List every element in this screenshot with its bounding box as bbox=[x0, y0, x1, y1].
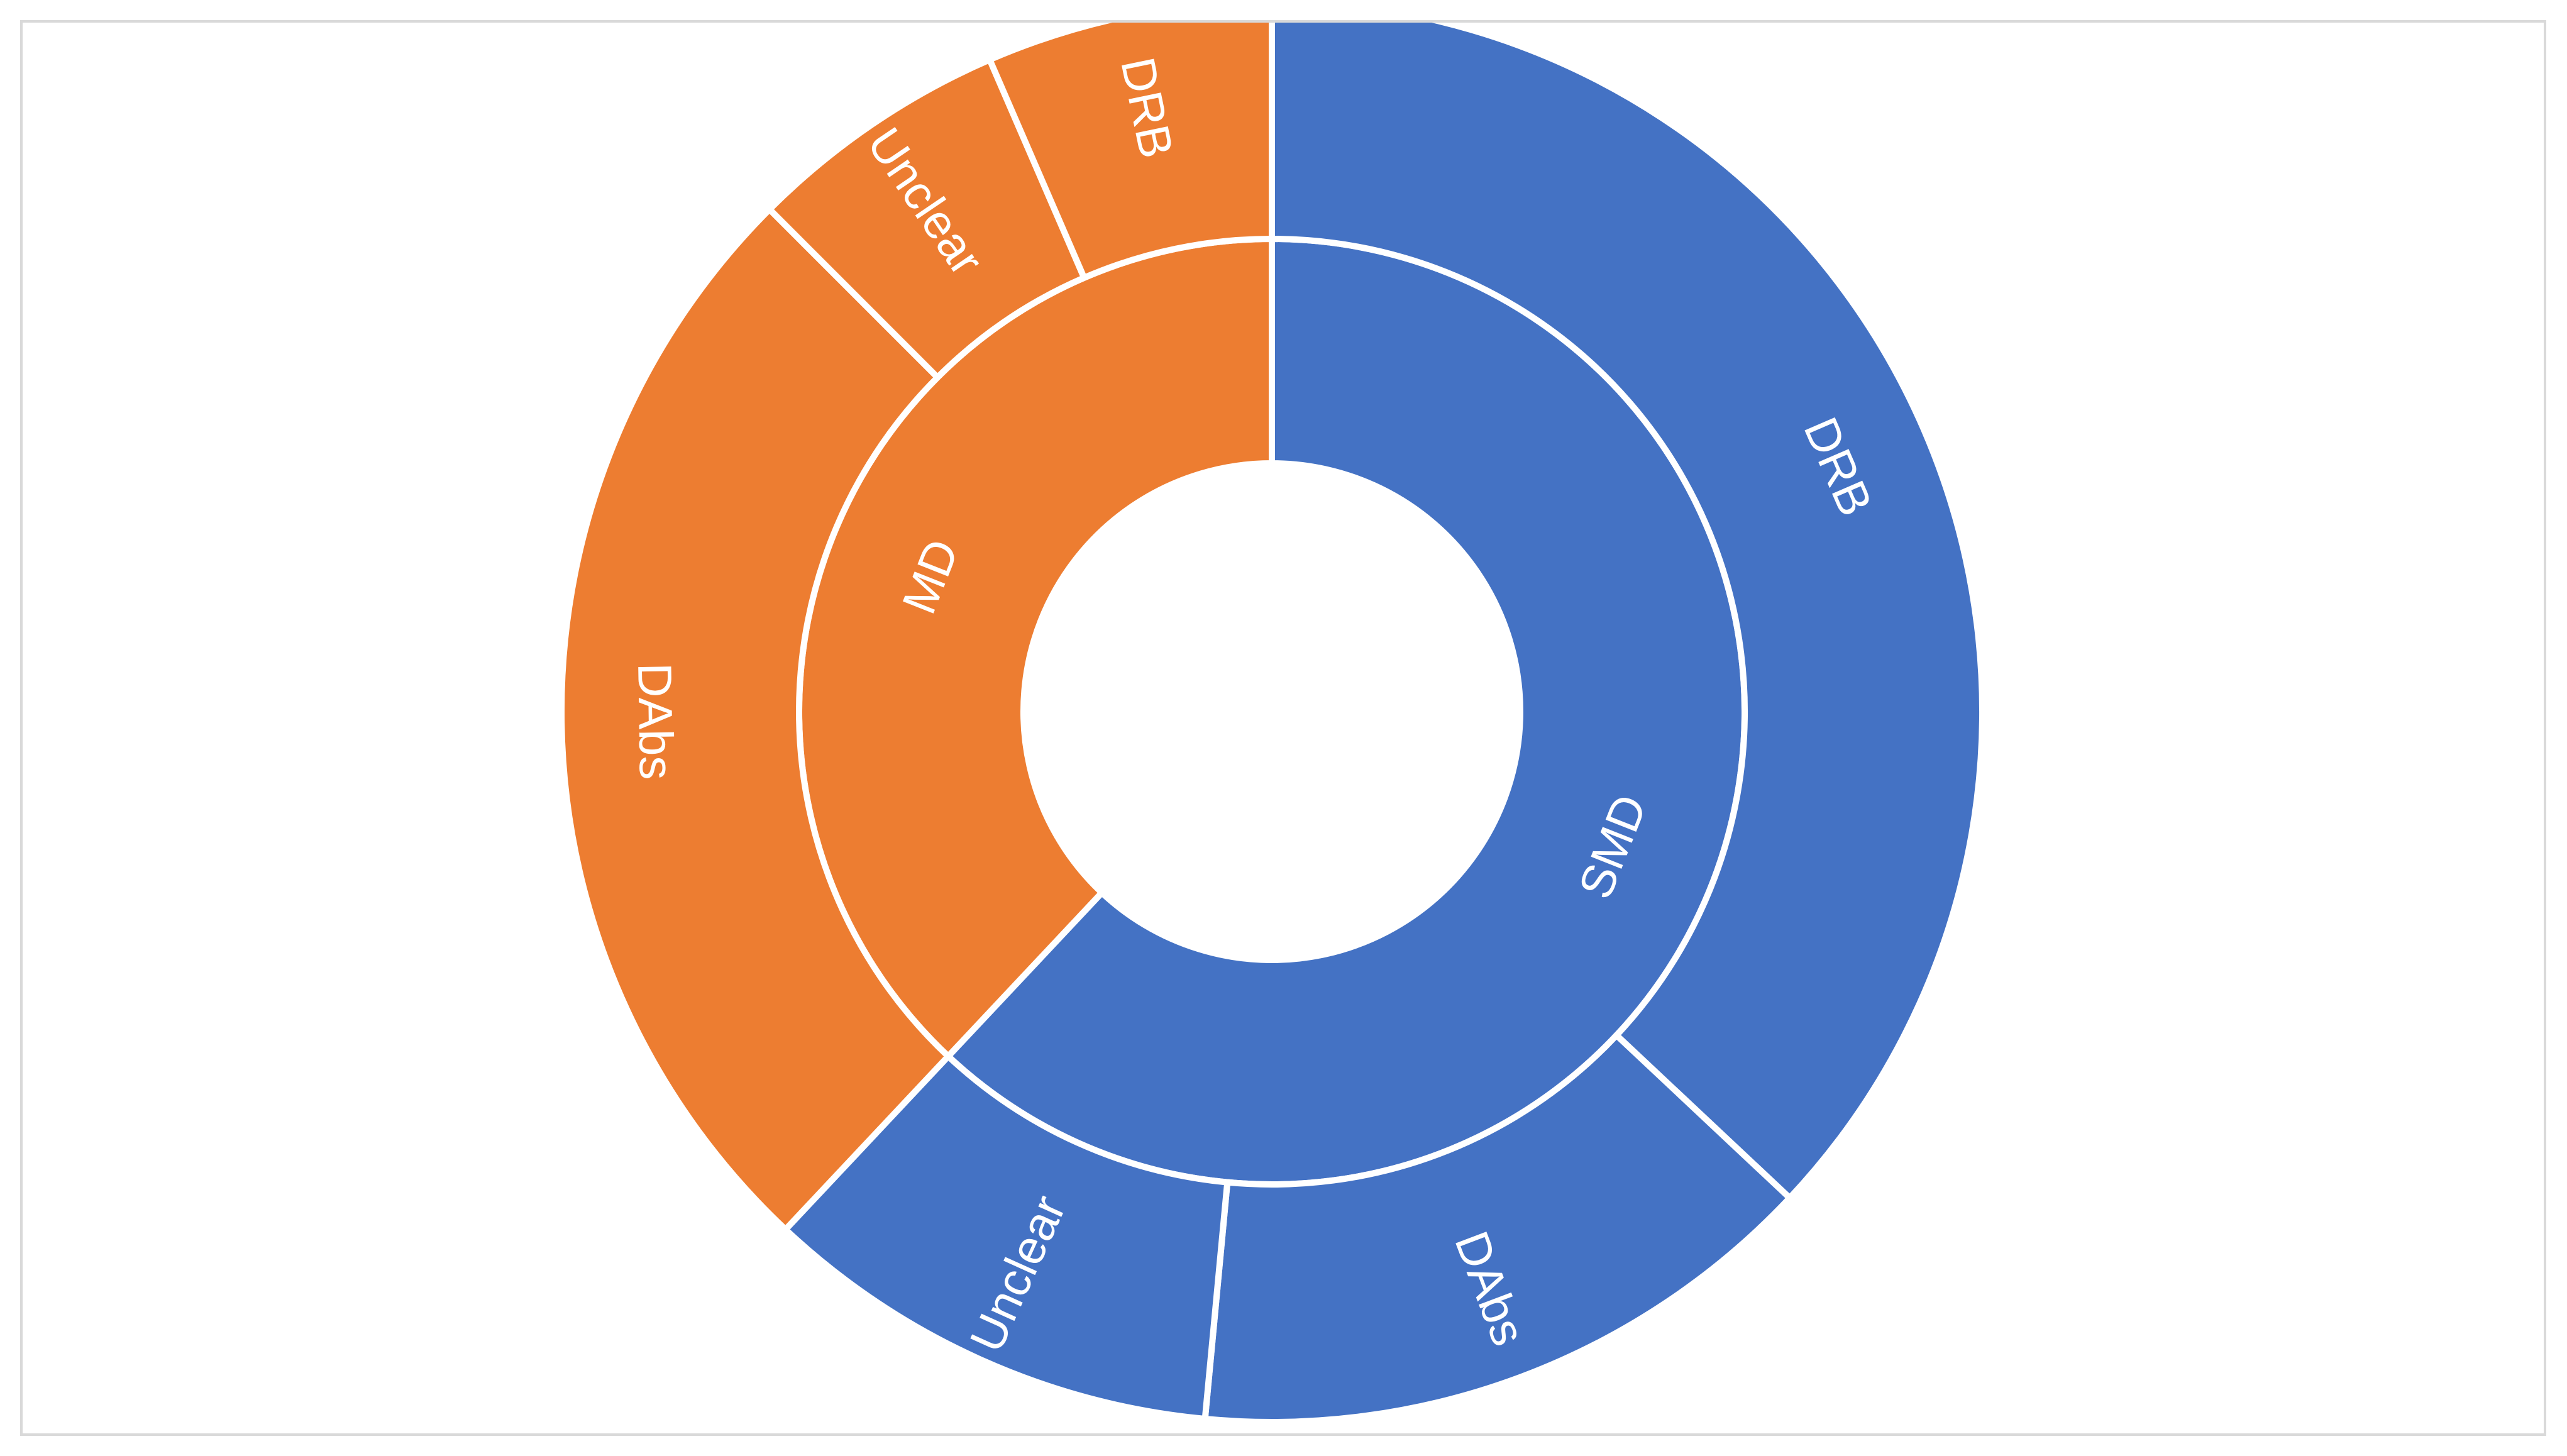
outer-ring-segment-smd-dabs bbox=[1201, 1030, 1794, 1425]
outer-ring-segment-md-drb bbox=[985, 23, 1275, 282]
outer-ring-segment-md-dabs bbox=[558, 204, 953, 1234]
outer-ring-segment-smd-drb bbox=[1269, 23, 1985, 1203]
outer-ring-label-md-dabs: DAbs bbox=[627, 663, 683, 780]
chart-frame: SMD MD DRB DAbs Unclear DAbs Unclear DRB bbox=[20, 20, 2546, 1436]
outer-ring-segment-smd-unclear bbox=[781, 1052, 1231, 1423]
